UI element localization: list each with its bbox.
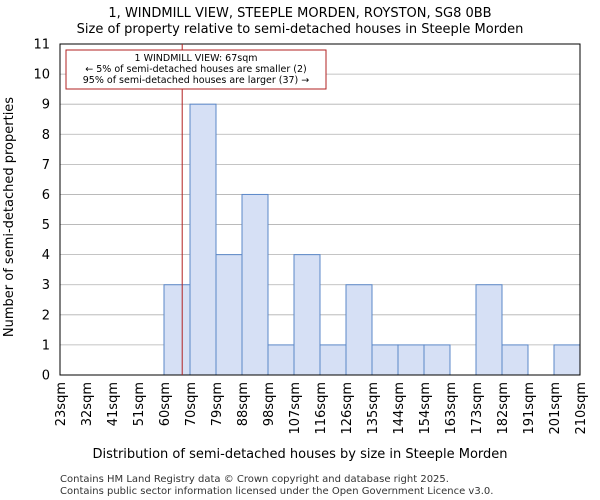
x-tick-label: 210sqm [574, 382, 589, 435]
y-tick-label: 7 [42, 158, 50, 173]
y-tick-label: 5 [42, 218, 50, 233]
histogram-bar [293, 254, 321, 376]
x-tick-label: 60sqm [158, 382, 173, 426]
y-axis-label: Number of semi-detached properties [2, 97, 17, 337]
histogram-bar [553, 344, 581, 376]
x-tick-labels: 23sqm 32sqm 41sqm 51sqm 60sqm 70sqm 79sqm 88sqm… [54, 382, 589, 435]
histogram-bar [371, 344, 399, 376]
x-tick-label: 51sqm [132, 382, 147, 426]
x-tick-label: 32sqm [80, 382, 95, 426]
x-tick-label: 154sqm [418, 382, 433, 435]
annotation-line-3: 95% of semi-detached houses are larger (… [83, 75, 310, 86]
annotation-line-1: 1 WINDMILL VIEW: 67sqm [135, 53, 258, 64]
y-tick-label: 4 [42, 248, 50, 263]
histogram-bar [397, 344, 425, 376]
annotation-line-2: ← 5% of semi-detached houses are smaller… [85, 64, 306, 75]
footer-line-1: Contains HM Land Registry data © Crown c… [60, 474, 449, 485]
histogram-bar [215, 254, 243, 376]
y-tick-label: 9 [42, 98, 50, 113]
y-tick-label: 3 [42, 278, 50, 293]
histogram-bar [319, 344, 347, 376]
x-tick-label: 116sqm [314, 382, 329, 435]
y-tick-label: 6 [42, 188, 50, 203]
x-tick-label: 88sqm [236, 382, 251, 426]
histogram-bar [189, 103, 217, 376]
annotation-box: 1 WINDMILL VIEW: 67sqm ← 5% of semi-deta… [65, 49, 327, 90]
x-tick-label: 135sqm [366, 382, 381, 435]
x-tick-label: 163sqm [444, 382, 459, 435]
x-tick-label: 201sqm [548, 382, 563, 435]
footer-line-2: Contains public sector information licen… [60, 486, 493, 497]
y-tick-label: 11 [33, 38, 50, 53]
chart-title: 1, WINDMILL VIEW, STEEPLE MORDEN, ROYSTO… [108, 6, 491, 21]
x-tick-label: 191sqm [522, 382, 537, 435]
y-tick-label: 0 [42, 369, 50, 384]
x-axis-label: Distribution of semi-detached houses by … [92, 447, 507, 462]
y-tick-label: 10 [33, 68, 50, 83]
x-tick-label: 41sqm [106, 382, 121, 426]
x-tick-label: 107sqm [288, 382, 303, 435]
histogram-bar [267, 344, 295, 376]
plot-frame [59, 43, 581, 376]
x-tick-label: 126sqm [340, 382, 355, 435]
histogram-bar [475, 284, 503, 376]
bars [163, 103, 581, 376]
histogram-bar [163, 284, 191, 376]
x-tick-label: 144sqm [392, 382, 407, 435]
y-tick-label: 2 [42, 308, 50, 323]
histogram-bar [423, 344, 451, 376]
x-tick-label: 182sqm [496, 382, 511, 435]
y-tick-label: 1 [42, 338, 50, 353]
x-tick-label: 79sqm [210, 382, 225, 426]
x-tick-label: 70sqm [184, 382, 199, 426]
x-tick-label: 98sqm [262, 382, 277, 426]
x-tick-label: 23sqm [54, 382, 69, 426]
y-tick-labels: 0 1 2 3 4 5 6 7 8 9 10 11 [33, 38, 50, 384]
y-tick-label: 8 [42, 128, 50, 143]
histogram-bar [345, 284, 373, 376]
x-tick-label: 173sqm [470, 382, 485, 435]
chart-subtitle: Size of property relative to semi-detach… [77, 22, 524, 37]
histogram-bar [241, 193, 269, 376]
histogram-bar [501, 344, 529, 376]
